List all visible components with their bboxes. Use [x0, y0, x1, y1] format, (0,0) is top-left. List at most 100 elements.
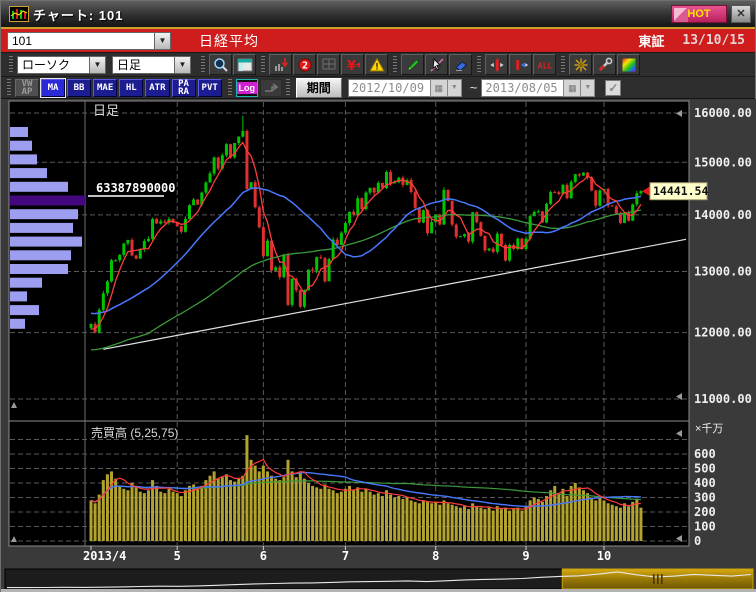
main-panel-title: 日足	[93, 103, 119, 118]
profile-volume-label: 63387890000	[96, 181, 175, 195]
svg-text:300: 300	[694, 491, 716, 505]
candles	[89, 115, 643, 334]
toolbar-grip	[261, 55, 265, 74]
date-range-tilde: ~	[469, 80, 478, 95]
grid-icon	[322, 58, 335, 69]
indicator-atr-button[interactable]: ATR	[145, 78, 170, 97]
toolbar-grip	[561, 55, 565, 74]
indicator-bb-button[interactable]: BB	[67, 78, 91, 97]
window-bottom-edge	[1, 589, 756, 592]
period-checkbox[interactable]: ✓	[605, 79, 622, 96]
calendar-icon[interactable]: ▦	[563, 78, 582, 97]
window-title: チャート: 101	[33, 7, 124, 23]
svg-text:¥: ¥	[347, 59, 356, 73]
toolbar-grip	[477, 55, 481, 74]
show-all-icon: ALL	[537, 61, 552, 70]
indicator-ma-button[interactable]: MA	[40, 77, 66, 98]
style-button[interactable]	[569, 54, 592, 75]
colors-button[interactable]	[617, 54, 640, 75]
calendar-icon[interactable]: ▦	[429, 78, 448, 97]
redo-icon[interactable]	[259, 78, 282, 97]
quote-date-label: 13/10/15	[682, 33, 745, 48]
settings-button[interactable]	[593, 54, 616, 75]
draw-line-button[interactable]	[401, 54, 424, 75]
chart-type-combo[interactable]: ローソク ▼	[17, 55, 106, 74]
indicator-mae-button[interactable]: MAE	[93, 78, 118, 97]
svg-text:9: 9	[522, 549, 529, 563]
close-icon[interactable]: ✕	[731, 5, 751, 23]
minimap[interactable]	[4, 568, 754, 590]
select-button[interactable]	[425, 54, 448, 75]
layout-button[interactable]	[233, 54, 256, 75]
compare-icon: 2	[298, 58, 311, 71]
svg-text:14000.00: 14000.00	[694, 208, 752, 222]
indicator-para-button[interactable]: PA RA	[171, 78, 196, 97]
grid-button[interactable]	[317, 54, 340, 75]
chart-save-icon	[274, 57, 288, 71]
minimap-grip-icon[interactable]	[661, 574, 663, 584]
timeframe-value[interactable]: 日足	[112, 55, 174, 74]
svg-text:600: 600	[694, 447, 716, 461]
erase-icon	[454, 60, 467, 71]
chevron-down-icon[interactable]: ▼	[154, 31, 171, 50]
svg-text:10: 10	[597, 549, 611, 563]
chart-region: 63387890000 日足 売買高 (5,25,75) ×千万 16000.00 150…	[1, 99, 756, 592]
log-scale-button[interactable]: Log	[235, 78, 258, 97]
svg-text:7: 7	[342, 549, 349, 563]
hot-button[interactable]: HOT	[671, 5, 727, 23]
symbol-bar: 101 ▼ 日経平均 東証 13/10/15	[1, 29, 755, 53]
symbol-code-combo[interactable]: 101 ▼	[7, 31, 171, 50]
select-icon	[430, 57, 443, 71]
scroll-arrows[interactable]	[11, 110, 682, 542]
svg-text:!: !	[375, 61, 378, 71]
indicator-hl-button[interactable]: HL	[119, 78, 144, 97]
minimap-grip-icon[interactable]	[653, 574, 655, 584]
bar-shift-button[interactable]	[509, 54, 532, 75]
volume-profile: 63387890000	[10, 127, 175, 329]
chevron-down-icon[interactable]: ▼	[581, 78, 596, 97]
erase-button[interactable]	[449, 54, 472, 75]
title-bar: チャート: 101 HOT ✕	[1, 1, 755, 29]
chart-type-value[interactable]: ローソク	[17, 55, 89, 74]
symbol-code-input[interactable]: 101	[7, 31, 154, 50]
chevron-down-icon[interactable]: ▼	[447, 78, 462, 97]
toolbar-grip	[393, 55, 397, 74]
toolbar-grip	[7, 78, 11, 97]
bar-width-icon	[489, 57, 504, 72]
svg-text:0: 0	[694, 534, 701, 548]
volume-bars	[89, 435, 643, 541]
timeframe-combo[interactable]: 日足 ▼	[112, 55, 191, 74]
svg-text:13000.00: 13000.00	[694, 264, 752, 278]
draw-line-icon	[407, 59, 419, 70]
show-all-button[interactable]: ALL	[533, 54, 556, 75]
zoom-button[interactable]	[209, 54, 232, 75]
alert-button[interactable]: !	[365, 54, 388, 75]
trendline[interactable]	[103, 238, 687, 350]
compare-button[interactable]: 2	[293, 54, 316, 75]
svg-text:100: 100	[694, 520, 716, 534]
alert-icon: !	[368, 56, 385, 71]
svg-text:2: 2	[301, 60, 307, 71]
date-from-value[interactable]: 2012/10/09	[347, 78, 430, 97]
log-scale-label: Log	[236, 81, 258, 94]
main-toolbar: ローソク ▼ 日足 ▼ 2 ¥! ALL	[1, 53, 755, 77]
svg-text:12000.00: 12000.00	[694, 326, 752, 340]
settings-icon	[598, 57, 612, 71]
period-button[interactable]: 期間	[295, 77, 342, 98]
indicator-pvt-button[interactable]: PVT	[197, 78, 222, 97]
bar-width-button[interactable]	[485, 54, 508, 75]
chevron-down-icon[interactable]: ▼	[174, 55, 191, 74]
chart-save-button[interactable]	[269, 54, 292, 75]
date-to-field[interactable]: 2013/08/05 ▦ ▼	[481, 78, 596, 97]
toolbar-grip	[201, 55, 205, 74]
chevron-down-icon[interactable]: ▼	[89, 55, 106, 74]
indicator-vwap-button[interactable]: VW AP	[15, 78, 39, 97]
minimap-grip-icon[interactable]	[657, 574, 659, 584]
market-label: 東証	[638, 34, 665, 49]
yen-display-button[interactable]: ¥	[341, 54, 364, 75]
svg-text:2013/4: 2013/4	[83, 549, 126, 563]
date-from-field[interactable]: 2012/10/09 ▦ ▼	[347, 78, 462, 97]
date-to-value[interactable]: 2013/08/05	[481, 78, 564, 97]
